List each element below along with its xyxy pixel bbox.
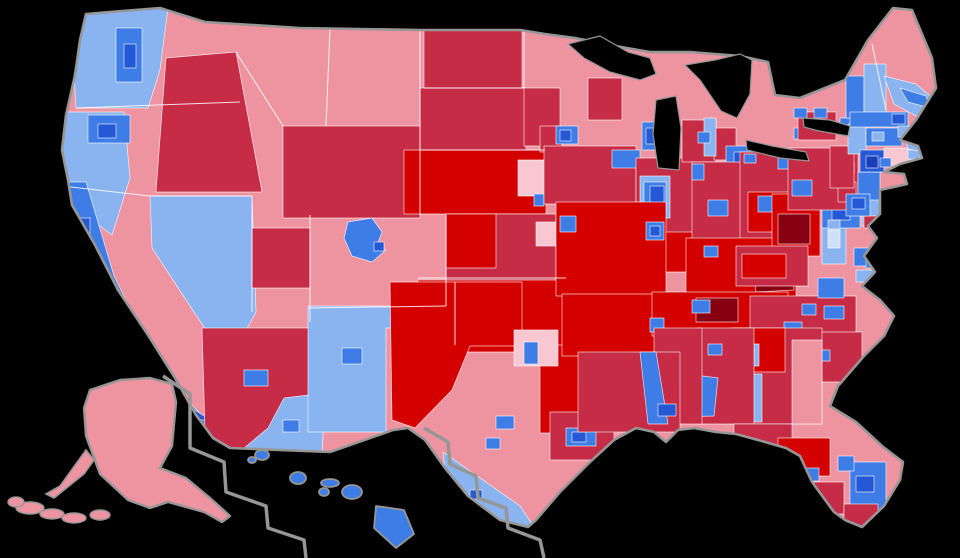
lake-erie: [745, 139, 810, 162]
washington-oregon-border: [75, 101, 241, 109]
hudson-valley-region: [847, 123, 867, 155]
tucson-region: [282, 419, 300, 433]
lake-ontario: [802, 117, 851, 137]
wisconsin-northwest-region: [587, 77, 623, 121]
raleigh-region: [823, 305, 845, 320]
niihau-island: [247, 456, 257, 464]
austin-region: [495, 415, 515, 430]
san-antonio-region: [485, 437, 501, 450]
gary-region: [691, 163, 705, 181]
portland-core-region: [97, 123, 117, 139]
nebraska-east-region: [517, 159, 547, 197]
long-island-east-region: [907, 149, 921, 160]
alaska-peninsula: [44, 448, 96, 499]
seattle-core-region: [123, 43, 137, 69]
aleutian-island-5: [7, 496, 25, 508]
hawaii-inset-divider: [423, 426, 546, 558]
kansas-city-kansas-region: [535, 221, 559, 247]
aleutian-island-4: [89, 509, 111, 521]
alaska-inset: [82, 376, 232, 524]
south-dakota-region: [419, 87, 527, 151]
pittsburgh-region: [791, 179, 813, 197]
virginia-southwest-region: [741, 253, 787, 279]
aleutian-island-3: [61, 512, 87, 524]
long-island-west-region: [879, 157, 892, 168]
maui-island: [341, 484, 363, 500]
kansas-city-missouri-region: [559, 215, 577, 233]
colorado-new-mexico-border: [307, 305, 447, 309]
virginia-piedmont-region: [827, 229, 841, 249]
alaska-inset-divider: [162, 374, 308, 558]
toledo-region: [743, 153, 757, 164]
lake-michigan: [652, 95, 682, 171]
new-orleans-region: [657, 403, 677, 417]
dallas-core-region: [523, 341, 539, 365]
louisville-region: [703, 245, 719, 258]
islands-southeast-massachusetts-region: [919, 127, 936, 142]
molokai-island: [320, 478, 340, 488]
florida-southwest-region: [813, 481, 845, 515]
philadelphia-core-region: [851, 197, 866, 210]
albuquerque-region: [341, 347, 363, 365]
twin-cities-core-region: [559, 129, 572, 142]
maryland-suburb-region: [827, 219, 841, 230]
country-outline: [60, 6, 938, 529]
wyoming-region: [282, 125, 421, 219]
greensboro-region: [801, 303, 817, 316]
idaho-region: [155, 51, 263, 193]
florida-southeast-core-region: [855, 475, 875, 493]
houston-core-region: [571, 431, 587, 443]
oregon-california-border: [62, 185, 151, 197]
idaho-montana-border: [235, 51, 284, 127]
kauai-island: [254, 449, 270, 461]
new-hampshire-maine-border: [871, 43, 887, 111]
birmingham-region: [707, 343, 723, 356]
utah-northeast-region: [251, 227, 311, 289]
lake-superior: [567, 35, 657, 81]
orlando-region: [837, 455, 855, 472]
new-york-city-core-region: [865, 155, 879, 169]
north-carolina-northeast-region: [817, 277, 845, 299]
hawaii-island-island: [373, 505, 415, 549]
georgia-east-region: [791, 339, 823, 425]
lake-huron: [684, 53, 753, 119]
indianapolis-region: [707, 199, 729, 217]
connecticut-west-region: [871, 131, 885, 142]
lanai-island: [318, 487, 330, 497]
rochester-region: [793, 107, 808, 119]
north-dakota-region: [423, 27, 523, 89]
syracuse-region: [813, 107, 828, 119]
oahu-island: [289, 471, 307, 485]
aleutian-island-2: [39, 508, 65, 520]
lansing-region: [697, 131, 711, 144]
st-louis-core-region: [649, 225, 661, 237]
omaha-region: [533, 193, 545, 207]
west-virginia-south-region: [777, 213, 811, 245]
denver-core-region: [373, 241, 385, 252]
mainland-districts-layer: [62, 8, 936, 527]
florida-north-region: [777, 437, 831, 477]
phoenix-region: [243, 369, 269, 387]
new-hampshire-region: [863, 63, 887, 119]
arkansas-region: [561, 293, 661, 357]
kansas-west-region: [445, 213, 497, 269]
texas-west-region: [389, 281, 523, 429]
nashville-region: [691, 299, 711, 314]
boston-region: [891, 113, 906, 125]
montana-district-split-border: [325, 27, 331, 127]
